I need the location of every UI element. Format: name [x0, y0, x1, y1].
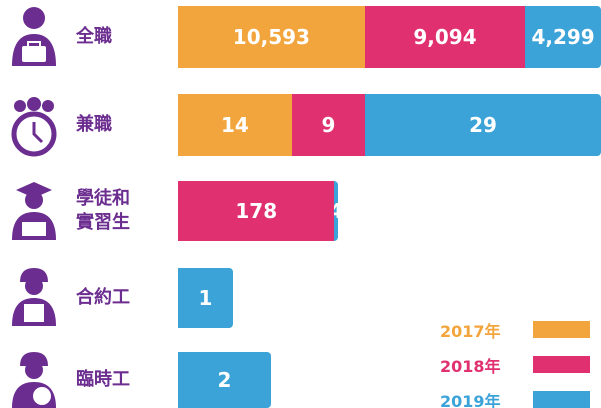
legend-label: 2018年 — [440, 357, 501, 376]
row-label: 學徒和實習生 — [76, 188, 130, 233]
icon-contract — [12, 268, 56, 326]
row-label: 全職 — [76, 26, 112, 47]
legend-label: 2019年 — [440, 392, 501, 408]
bar-segment: 9,094 — [364, 6, 526, 68]
bar-segment: 1 — [178, 268, 233, 328]
bar-segment: 178 — [178, 181, 335, 241]
legend-label: 2017年 — [440, 322, 501, 341]
icon-part-time — [11, 97, 57, 157]
legend-swatch — [533, 391, 590, 408]
icon-apprentice — [12, 182, 56, 240]
row-label: 兼職 — [76, 114, 112, 135]
bar-segment: 14 — [178, 94, 292, 156]
bar-segment: 29 — [365, 94, 601, 156]
icon-temporary — [12, 352, 56, 408]
legend-swatch — [533, 356, 590, 373]
bar-segment: 4 — [334, 181, 338, 241]
bar-segment: 2 — [178, 352, 271, 408]
row-label: 合約工 — [76, 287, 130, 308]
icon-full-time — [12, 7, 56, 66]
bar-segment: 9 — [291, 94, 366, 156]
bar-segment: 4,299 — [525, 6, 601, 68]
row-label: 臨時工 — [76, 369, 130, 390]
legend-swatch — [533, 321, 590, 338]
bar-segment: 10,593 — [178, 6, 365, 68]
